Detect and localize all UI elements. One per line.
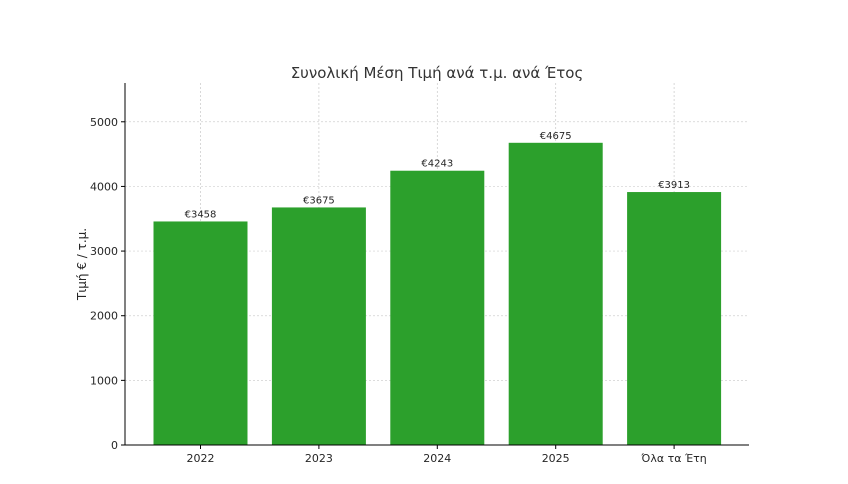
- y-tick-label: 5000: [90, 116, 118, 129]
- axes-layer: 0 1000 2000 3000 4000 5000 2022 2023 2024 2025 Όλα…: [90, 83, 749, 465]
- x-tick-label: 2024: [423, 452, 451, 465]
- data-label-1: €3675: [303, 195, 335, 206]
- y-axis-label: Τιμή € / τ.μ.: [75, 228, 89, 301]
- x-tick-label: 2023: [305, 452, 333, 465]
- data-label-3: €4675: [540, 131, 572, 142]
- y-tick-label: 2000: [90, 310, 118, 323]
- bar-3: [508, 142, 603, 445]
- x-tick-label: 2025: [542, 452, 570, 465]
- data-label-0: €3458: [185, 209, 217, 220]
- data-label-2: €4243: [421, 159, 453, 170]
- y-tick-label: 3000: [90, 245, 118, 258]
- data-labels-layer: €3458 €3675 €4243 €4675 €3913: [185, 131, 690, 221]
- bar-4: [627, 192, 722, 445]
- bar-1: [271, 207, 366, 445]
- x-tick-label: Όλα τα Έτη: [640, 452, 706, 465]
- bar-2: [390, 170, 485, 446]
- y-tick-label: 4000: [90, 180, 118, 193]
- y-tick-label: 0: [111, 439, 118, 452]
- data-label-4: €3913: [658, 180, 690, 191]
- chart-title: Συνολική Μέση Τιμή ανά τ.μ. ανά Έτος: [291, 64, 584, 82]
- bars-layer: [153, 142, 722, 446]
- x-tick-label: 2022: [187, 452, 215, 465]
- bar-0: [153, 221, 248, 445]
- y-tick-label: 1000: [90, 374, 118, 387]
